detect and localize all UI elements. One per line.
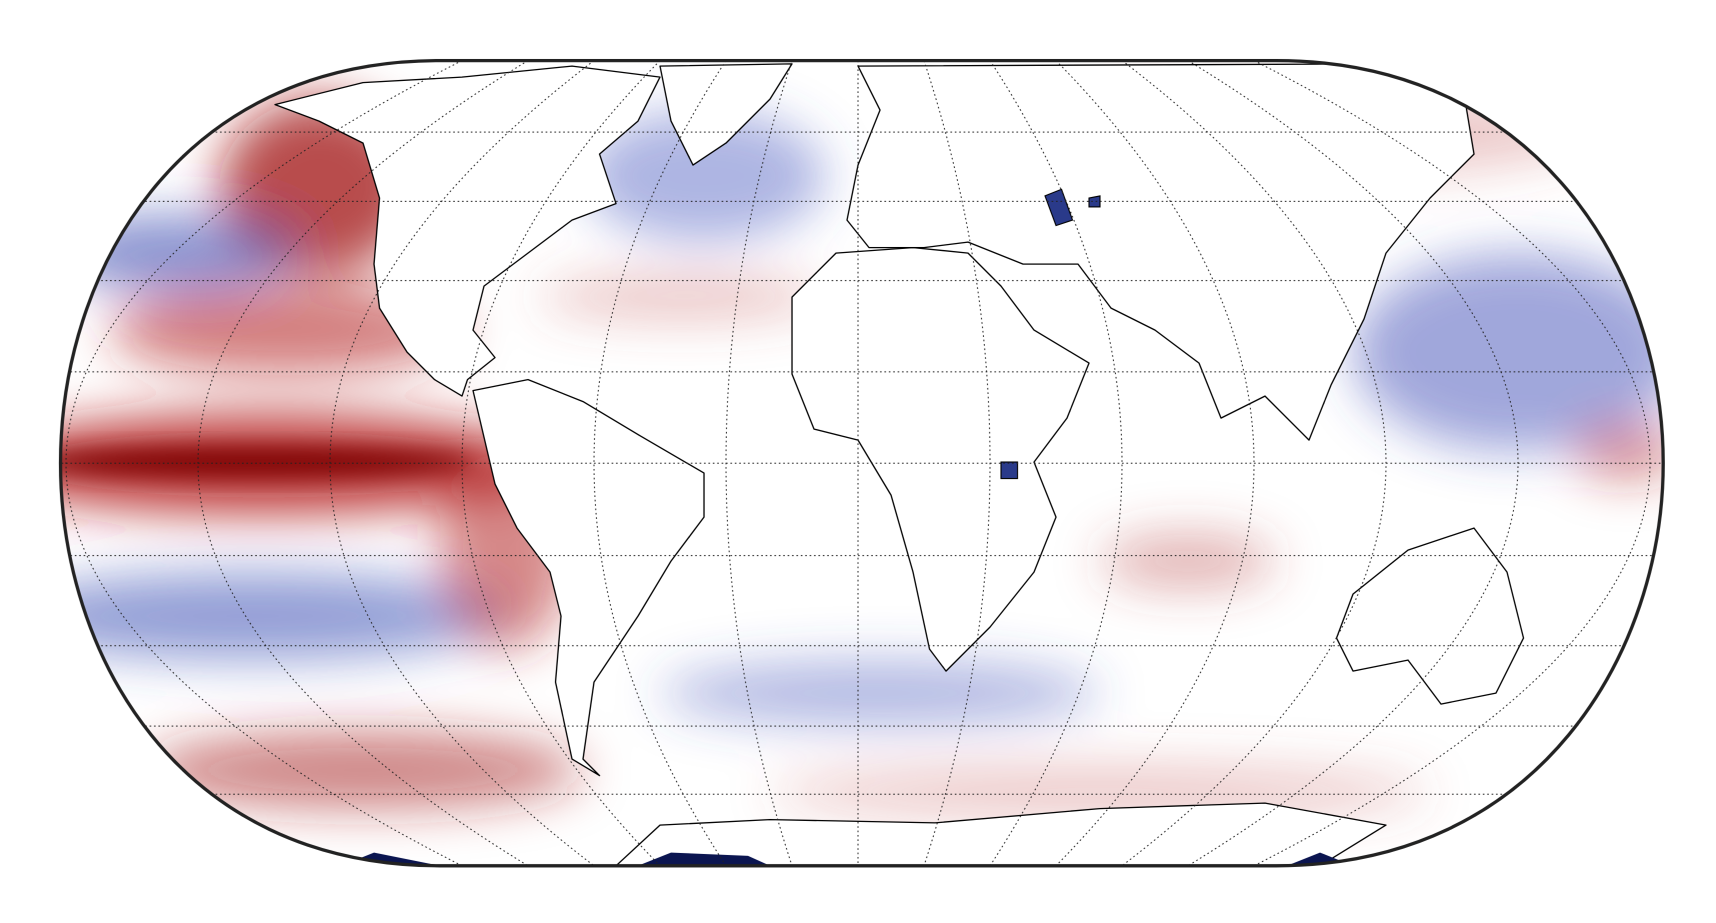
warm-anomaly [110, 286, 462, 375]
map-outline [58, 58, 1665, 868]
warm-anomaly [143, 731, 583, 809]
graticule-line [1121, 60, 1387, 866]
graticule-line [197, 60, 529, 866]
australia [1335, 527, 1525, 705]
graticule-line [923, 60, 991, 866]
south-america [472, 378, 705, 777]
north-america [274, 65, 661, 397]
graticule-line [65, 60, 463, 866]
graticule [60, 60, 1664, 866]
eurasia [846, 63, 1475, 441]
warm-anomaly-core [60, 446, 474, 478]
graticule-line [1187, 60, 1519, 866]
warm-anomaly [1573, 423, 1664, 479]
cool-anomaly [660, 660, 1100, 727]
antarctica [615, 802, 1387, 866]
warm-anomaly [1100, 533, 1276, 589]
cool-anomaly [60, 214, 297, 292]
warm-anomaly [539, 275, 825, 320]
graticule-line [725, 60, 793, 866]
africa [791, 246, 1090, 672]
cool-anomaly [1353, 253, 1664, 452]
lake [1000, 188, 1101, 480]
greenland [659, 63, 793, 166]
cool-anomaly [583, 110, 825, 243]
graticule-line [1253, 60, 1651, 866]
graticule-line [329, 60, 595, 866]
